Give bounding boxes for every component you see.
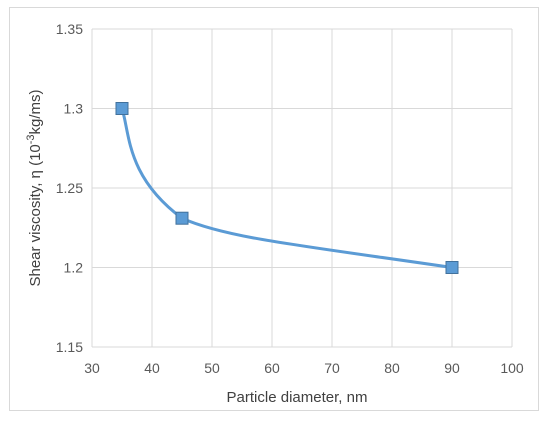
x-tick-label-7: 100 [500, 360, 524, 376]
x-tick-label-6: 90 [444, 360, 460, 376]
y-tick-label-1: 1.2 [64, 260, 84, 276]
y-axis-title: Shear viscosity, η (10-3kg/ms) [25, 89, 44, 286]
marker-point-0 [115, 102, 129, 115]
marker-point-2 [445, 261, 459, 274]
x-tick-label-4: 70 [324, 360, 340, 376]
y-tick-label-2: 1.25 [56, 180, 83, 196]
y-tick-label-0: 1.15 [56, 339, 83, 355]
series-line [120, 108, 453, 269]
chart-frame [9, 7, 539, 411]
x-axis-title: Particle diameter, nm [227, 389, 368, 406]
x-tick-label-1: 40 [144, 360, 160, 376]
series-markers [115, 102, 459, 274]
grid [91, 28, 513, 348]
x-tick-label-2: 50 [204, 360, 220, 376]
x-tick-labels: 30 40 50 60 70 80 90 100 [84, 360, 524, 376]
x-tick-label-0: 30 [84, 360, 100, 376]
x-tick-label-3: 60 [264, 360, 280, 376]
y-tick-label-4: 1.35 [56, 21, 83, 37]
x-tick-label-5: 80 [384, 360, 400, 376]
marker-point-1 [175, 211, 189, 225]
y-tick-labels: 1.15 1.2 1.25 1.3 1.35 [56, 21, 83, 355]
y-tick-label-3: 1.3 [64, 101, 84, 117]
